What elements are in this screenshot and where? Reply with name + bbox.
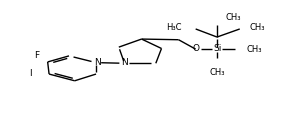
- Text: F: F: [34, 51, 39, 60]
- Text: H₃C: H₃C: [166, 23, 181, 32]
- Text: O: O: [192, 44, 199, 53]
- Text: CH₃: CH₃: [226, 13, 241, 22]
- Text: CH₃: CH₃: [250, 23, 265, 32]
- Text: N: N: [94, 58, 101, 67]
- Text: CH₃: CH₃: [209, 68, 225, 77]
- Text: CH₃: CH₃: [246, 45, 262, 54]
- Text: Si: Si: [214, 44, 222, 53]
- Text: I: I: [29, 69, 32, 78]
- Text: N: N: [121, 58, 128, 67]
